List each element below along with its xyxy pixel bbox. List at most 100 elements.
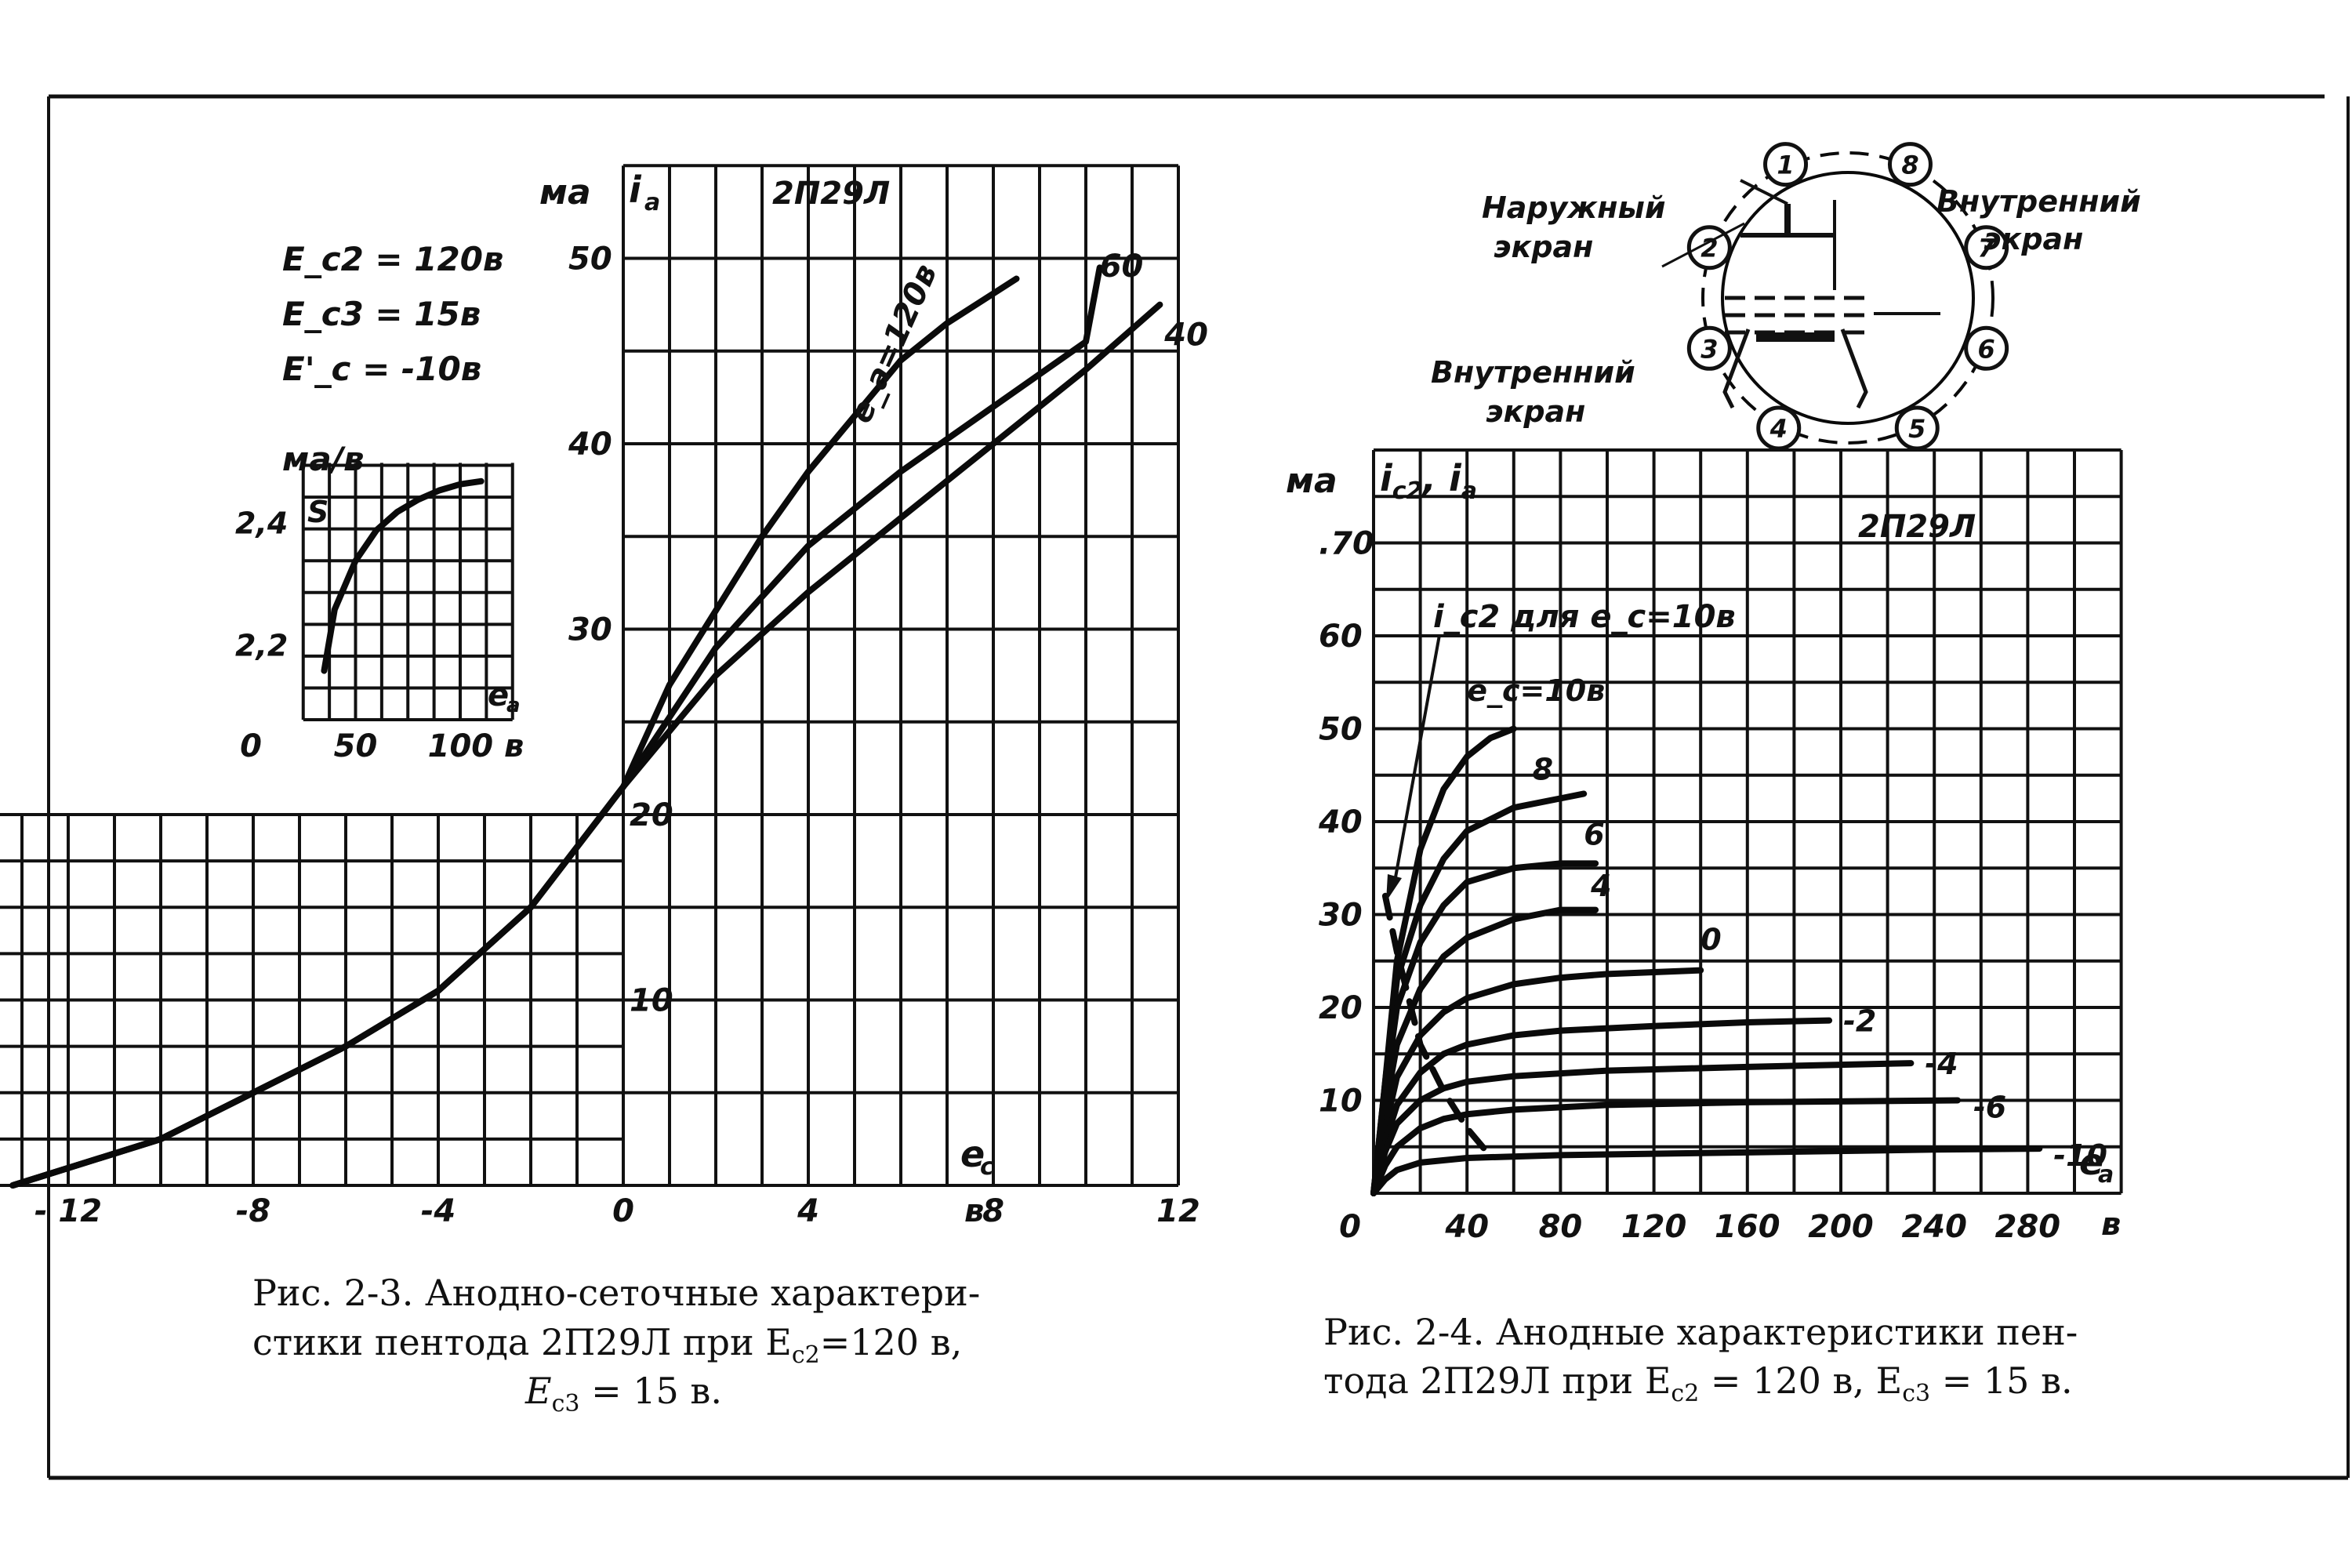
chart1-tube-name: 2П29Л [772, 176, 890, 212]
label-inner-screen-right-1: Внутренний [1936, 184, 2141, 219]
inset-y-tick-label: 2,2 [235, 628, 288, 662]
series-line-2 [1370, 860, 1599, 1196]
x-tick-label: -8 [236, 1193, 270, 1229]
series-line-3 [1370, 906, 1599, 1196]
pin-8-circle [1887, 142, 1933, 187]
pin-2-label: 2 [1700, 234, 1718, 263]
inset-curve [321, 477, 485, 674]
chart1-caption: Рис. 2-3. Анодно-сеточные характери- сти… [252, 1272, 980, 1417]
series-line-8 [1370, 1145, 2043, 1196]
pin-4-lead [1740, 179, 1788, 205]
anode-grid-characteristics-chart: - 12 -8 -4 0 4 8 12 10 20 30 40 50 e_a=120в 60 40 ма… [0, 164, 1208, 1417]
x-tick-label: 40 [1444, 1209, 1489, 1245]
y-tick-label: 50 [1319, 712, 1363, 748]
y-tick-label: 10 [1319, 1083, 1363, 1120]
series-label: 4 [1590, 869, 1611, 903]
chart1-x-unit: в [964, 1193, 984, 1229]
inset-y-tick-label: 2,4 [235, 506, 288, 540]
label-inner-screen-left-1: Внутренний [1431, 355, 1635, 390]
x-tick-label: 4 [797, 1193, 819, 1229]
chart1-grid [0, 164, 1180, 1187]
pin-8-label: 8 [1901, 151, 1918, 180]
tube-envelope-circle [1721, 171, 1975, 425]
series-label: -6 [1973, 1091, 2006, 1125]
pin-3-lead [1661, 222, 1745, 268]
chart1-x-symbol: e [960, 1133, 985, 1175]
series-label: 8 [1533, 753, 1553, 787]
series-line-5 [1370, 1017, 1833, 1196]
pin-6-label: 6 [1978, 334, 1995, 364]
pin-7-label: 7 [1978, 234, 1996, 263]
caption2-line2: тода 2П29Л при Ec2 = 120 в, Ec3 = 15 в. [1323, 1359, 2073, 1407]
caption1-line1: Рис. 2-3. Анодно-сеточные характери- [252, 1272, 980, 1314]
condition-ec3: E_c3 = 15в [282, 295, 481, 333]
caption1-line2: стики пентода 2П29Л при Ec2=120 в, [252, 1321, 962, 1369]
chart2-y-unit: ма [1286, 461, 1338, 501]
chart2-x-unit: в [2101, 1207, 2121, 1243]
chart2-curves [1370, 725, 2043, 1196]
y-tick-label: 60 [1319, 619, 1363, 655]
caption2-line1: Рис. 2-4. Анодные характеристики пен- [1323, 1311, 2078, 1353]
transconductance-inset-chart: 0 50 100 в 2,2 2,4 ма/в S e a [235, 440, 524, 764]
inset-y-ticks: 2,2 2,4 [235, 506, 288, 662]
chart2-x-ticks: 0 40 80 120 160 200 240 280 [1339, 1209, 2060, 1245]
inset-series-line [321, 477, 485, 674]
chart2-x-symbol-sub: a [2098, 1161, 2114, 1189]
tube-pinout-diagram: 1 2 3 4 5 6 7 8 [1661, 142, 2009, 451]
chart2-y-label: ic2, ia [1380, 457, 1477, 505]
series-line-7 [1370, 1097, 1961, 1196]
inset-symbol: S [307, 495, 328, 529]
chart1-y-symbol-sub: a [644, 189, 660, 216]
pin-6-circle [1964, 325, 2009, 371]
inset-x-tick-label: 100 в [428, 728, 524, 764]
chart2-tube-name: 2П29Л [1858, 509, 1976, 545]
inset-grid [301, 463, 514, 721]
chart2-caption: Рис. 2-4. Анодные характеристики пен- то… [1323, 1311, 2078, 1407]
chart2-y-ticks: 10 20 30 40 50 60 .70 [1318, 526, 1374, 1120]
inset-x-symbol-sub: a [506, 694, 521, 717]
inset-x-ticks: 0 50 100 в [240, 728, 524, 764]
label-outer-screen-2: экран [1494, 230, 1593, 264]
chart1-series-labels: e_a=120в 60 40 [843, 249, 1208, 428]
y-tick-label: 40 [568, 426, 612, 463]
chart2-grid [1372, 448, 2123, 1195]
inset-x-tick-label: 50 [334, 728, 378, 764]
filament-left [1722, 328, 1751, 409]
x-tick-label: - 12 [34, 1193, 102, 1229]
chart2-x-symbol: e [2079, 1141, 2103, 1183]
chart1-y-symbol: i [629, 169, 642, 211]
series-label-40: 40 [1163, 318, 1208, 354]
y-tick-label: 30 [1319, 898, 1363, 934]
series-line-4 [1370, 967, 1704, 1196]
x-tick-label: -4 [421, 1193, 456, 1229]
series-label: -4 [1925, 1047, 1958, 1081]
label-inner-screen-left-2: экран [1486, 394, 1585, 429]
y-tick-label: 20 [1319, 990, 1363, 1026]
pin-5-circle [1894, 405, 1940, 451]
inset-x-symbol: e [488, 677, 509, 713]
pin-4-label: 4 [1769, 414, 1788, 444]
screen-current-arrow [1392, 634, 1441, 887]
inset-x-tick-label: 0 [240, 728, 262, 764]
outer-screen-dashed-circle [1701, 151, 1994, 445]
series-label: 6 [1584, 818, 1604, 852]
x-tick-label: 160 [1715, 1209, 1780, 1245]
series-label-ea120: e_a=120в [843, 259, 945, 428]
label-outer-screen-1: Наружный [1482, 191, 1665, 225]
chart1-x-ticks: - 12 -8 -4 0 4 8 12 [34, 1193, 1200, 1229]
y-tick-label: 50 [568, 241, 612, 278]
x-tick-label: 240 [1901, 1209, 1967, 1245]
y-tick-label: .70 [1319, 526, 1374, 562]
chart1-y-unit: ма [539, 172, 591, 212]
inset-y-label: ма/в [282, 440, 365, 478]
series-label-60: 60 [1100, 249, 1144, 285]
screen-current-label: i_c2 для e_c=10в [1433, 599, 1736, 635]
series-line-6 [1370, 1060, 1915, 1196]
x-tick-label: 0 [612, 1193, 634, 1229]
pin-3-circle [1686, 325, 1732, 371]
series-label: -10 [2053, 1138, 2107, 1173]
series-label: e_c=10в [1467, 673, 1605, 708]
series-label: 0 [1700, 923, 1721, 957]
